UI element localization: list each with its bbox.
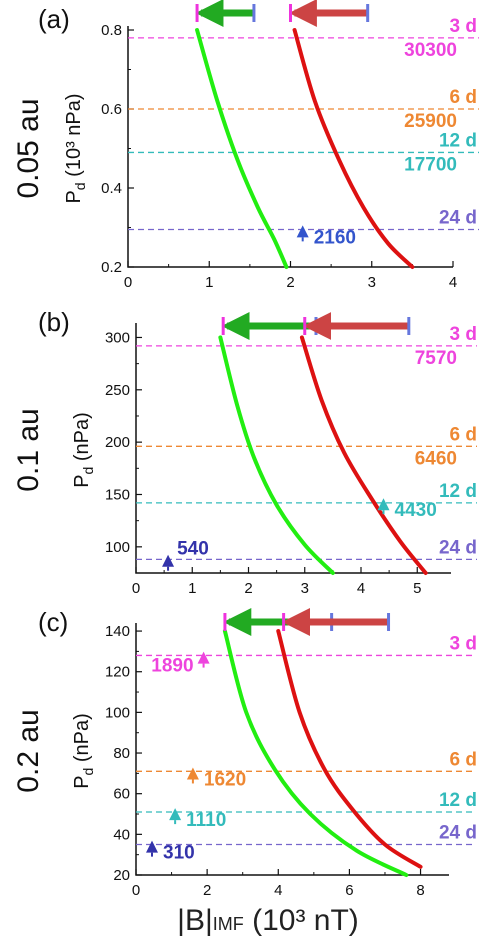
triangle-label: 2160 (314, 227, 356, 248)
triangle-label: 540 (177, 539, 209, 560)
triangle-label: 1890 (151, 656, 193, 677)
y-tick-label: 120 (105, 664, 130, 681)
y-tick-label: 250 (105, 382, 130, 399)
x-tick-label: 2 (203, 882, 211, 899)
chart-panel-3: (c) 0.2 au Pd (nPa) 0 2 4 6 8 20 40 60 80 100 120 140 3… (12, 607, 477, 899)
reference-line-value: 25900 (404, 111, 457, 132)
x-tick-label: 5 (413, 580, 421, 597)
red-curve (292, 28, 415, 269)
distance-label: 0.2 au (12, 709, 45, 792)
reference-line-value: 17700 (404, 154, 457, 175)
triangle-label: 4430 (395, 500, 437, 521)
x-axis-title: |B|IMF (10³ nT) (177, 904, 359, 937)
y-axis-title-units: (nPa) (71, 713, 93, 767)
y-tick-label: 100 (105, 704, 130, 721)
y-tick-label: 60 (113, 786, 130, 803)
reference-line-label: 6 d (450, 749, 477, 770)
reference-line-label: 3 d (450, 324, 477, 345)
x-tick-label: 0 (132, 580, 140, 597)
reference-line-label: 6 d (450, 424, 477, 445)
y-axis-title-sub: d (80, 467, 96, 475)
green-curve (222, 629, 409, 877)
panel-label: (a) (38, 4, 70, 34)
green-curve (218, 335, 335, 575)
red-curve (299, 335, 428, 575)
reference-line-label: 3 d (450, 16, 477, 37)
green-curve (195, 28, 289, 269)
reference-line-value: 7570 (415, 348, 457, 369)
x-tick-label: 4 (274, 882, 282, 899)
distance-label: 0.05 au (12, 98, 45, 198)
distance-label: 0.1 au (12, 408, 45, 491)
red-curve (276, 629, 423, 869)
x-tick-label: 4 (449, 274, 457, 291)
triangle-label: 1620 (204, 769, 246, 790)
x-tick-label: 0 (124, 274, 132, 291)
axis-frame (135, 323, 451, 574)
x-tick-label: 2 (244, 580, 252, 597)
triangle-marker (197, 651, 210, 664)
axis-frame (127, 26, 453, 268)
x-tick-label: 0 (132, 882, 140, 899)
reference-line-label: 6 d (450, 87, 477, 108)
y-tick-label: 40 (113, 826, 130, 843)
reference-line-label: 24 d (439, 823, 477, 844)
y-tick-label: 200 (105, 434, 130, 451)
y-tick-label: 0.2 (101, 259, 122, 276)
y-tick-label: 140 (105, 623, 130, 640)
y-axis-title-units: (10³ nPa) (63, 93, 85, 182)
y-tick-label: 0.8 (101, 22, 122, 39)
x-tick-label: 1 (188, 580, 196, 597)
x-tick-label: 6 (345, 882, 353, 899)
x-tick-label: 2 (286, 274, 294, 291)
y-axis-title-sub: d (80, 768, 96, 776)
reference-line-label: 24 d (439, 207, 477, 228)
y-axis-title-main: P (63, 190, 85, 203)
triangle-marker (146, 840, 159, 853)
triangle-marker (377, 498, 390, 511)
triangle-marker (169, 808, 182, 821)
reference-line-value: 6460 (415, 448, 457, 469)
y-axis-title-main: P (71, 474, 93, 487)
y-tick-label: 0.6 (101, 101, 122, 118)
reference-line-label: 24 d (439, 537, 477, 558)
x-tick-label: 8 (416, 882, 424, 899)
reference-line-label: 12 d (439, 790, 477, 811)
triangle-label: 310 (163, 843, 195, 864)
chart-panel-2: (b) 0.1 au Pd (nPa) 0 1 2 3 4 5 100 150 200 250 300 3 … (12, 307, 477, 597)
panel-label: (c) (38, 607, 68, 637)
chart-panel-1: (a) 0.05 au Pd (10³ nPa) 0 1 2 3 4 0.2 0.4 0.6 0.8 3… (12, 0, 479, 291)
y-tick-label: 0.4 (101, 180, 122, 197)
triangle-marker (296, 225, 309, 238)
reference-line-label: 12 d (439, 481, 477, 502)
y-tick-label: 150 (105, 486, 130, 503)
y-tick-label: 20 (113, 867, 130, 884)
y-axis-title-sub: d (72, 182, 88, 190)
y-axis-title-units: (nPa) (71, 412, 93, 466)
triangle-marker (162, 554, 175, 567)
y-axis-title: Pd (10³ nPa) (63, 93, 88, 203)
reference-line-label: 12 d (439, 130, 477, 151)
y-tick-label: 300 (105, 329, 130, 346)
reference-line-label: 3 d (450, 633, 477, 654)
y-axis-title-main: P (71, 775, 93, 788)
y-axis-title: Pd (nPa) (71, 713, 96, 789)
reference-line-value: 30300 (404, 40, 457, 61)
panel-label: (b) (38, 307, 70, 337)
x-tick-label: 3 (368, 274, 376, 291)
triangle-marker (186, 767, 199, 780)
x-tick-label: 3 (301, 580, 309, 597)
x-tick-label: 1 (205, 274, 213, 291)
triangle-label: 1110 (186, 810, 226, 831)
x-tick-label: 4 (357, 580, 365, 597)
y-axis-title: Pd (nPa) (71, 412, 96, 488)
y-tick-label: 100 (105, 539, 130, 556)
y-tick-label: 80 (113, 745, 130, 762)
